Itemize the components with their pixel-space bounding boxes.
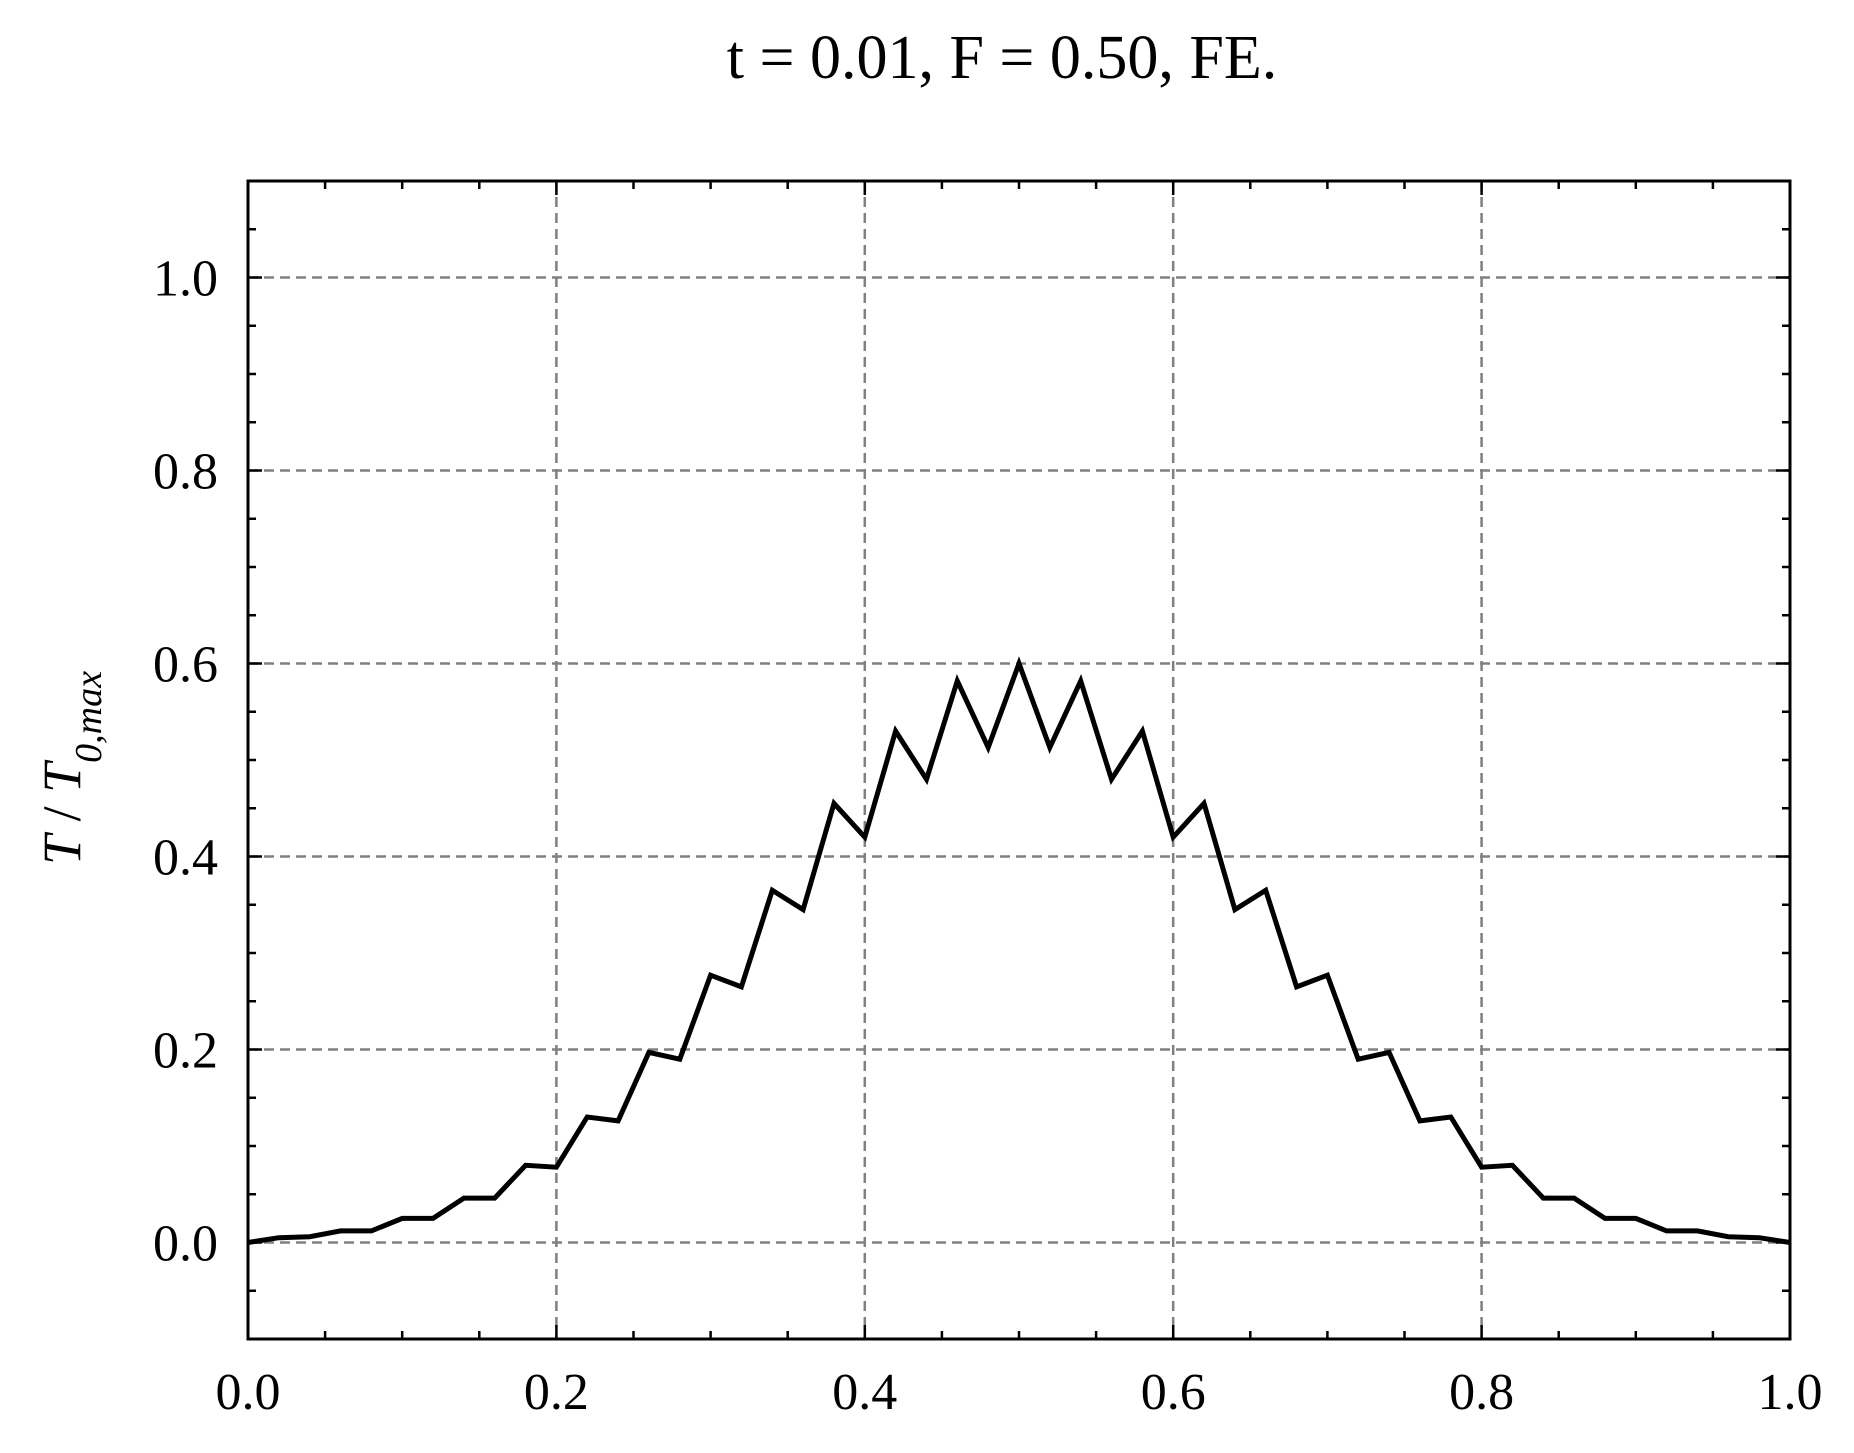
series-line <box>247 656 1791 1245</box>
y-axis-label: T / T0,max <box>32 671 110 865</box>
y-tick-label: 0.0 <box>153 1216 218 1273</box>
y-tick-label: 0.4 <box>153 830 218 887</box>
x-tick-label: 0.4 <box>832 1364 897 1421</box>
x-tick-label: 0.8 <box>1449 1364 1514 1421</box>
x-tick-label: 0.2 <box>524 1364 589 1421</box>
y-tick-label: 0.6 <box>153 637 218 694</box>
y-axis-label-t: T <box>32 831 92 865</box>
y-tick-label: 1.0 <box>153 251 218 308</box>
ticks-layer <box>246 179 1792 1341</box>
y-axis-label-slash: / <box>32 793 92 835</box>
y-axis-label-subscript: 0,max <box>68 671 110 763</box>
grid-layer <box>248 181 1790 1339</box>
y-tick-label: 0.8 <box>153 444 218 501</box>
y-tick-label: 0.2 <box>153 1023 218 1080</box>
x-tick-label: 0.0 <box>216 1364 281 1421</box>
x-tick-label: 0.6 <box>1141 1364 1206 1421</box>
x-tick-labels: 0.0 0.2 0.4 0.6 0.8 1.0 <box>216 1364 1823 1421</box>
x-tick-label: 1.0 <box>1758 1364 1823 1421</box>
y-tick-labels: 0.0 0.2 0.4 0.6 0.8 1.0 <box>153 251 218 1273</box>
series-layer <box>247 656 1791 1245</box>
plot-frame <box>246 179 1792 1341</box>
y-axis-label-t0: T <box>32 759 92 793</box>
chart-title: t = 0.01, F = 0.50, FE. <box>727 24 1278 92</box>
